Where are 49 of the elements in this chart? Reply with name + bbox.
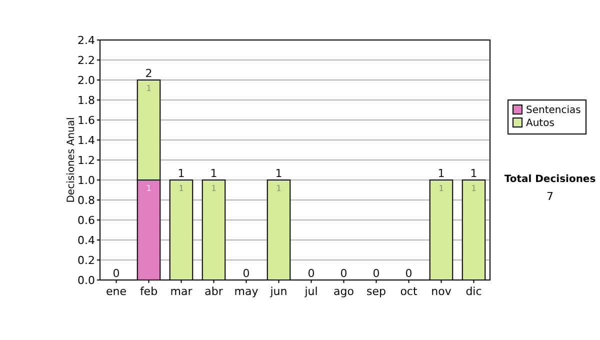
total-label: 1 [178, 167, 185, 180]
total-label: 0 [112, 267, 120, 280]
total-label: 0 [405, 267, 412, 280]
x-tick-label: oct [400, 285, 418, 298]
y-axis-title: Decisiones Anual [66, 117, 77, 203]
text: 1.4 [78, 134, 95, 147]
data-label: 1 [471, 184, 476, 193]
x-tick-label: dic [466, 285, 482, 298]
text: Total Decisiones [504, 174, 596, 185]
total-label: 0 [242, 267, 250, 280]
legend-label: Autos [526, 118, 554, 129]
data-label: 1 [178, 184, 184, 193]
data-label: 1 [211, 184, 216, 193]
legend-label: Sentencias [526, 105, 581, 116]
x-tick-label: mar [170, 285, 193, 298]
text: 2.4 [78, 34, 95, 47]
data-label: 1 [276, 184, 282, 193]
text: 1.8 [78, 94, 95, 107]
x-tick-label: sep [366, 285, 386, 298]
total-label: 0 [372, 267, 380, 280]
total-label: 1 [275, 167, 282, 180]
text: 2.0 [78, 74, 95, 87]
text: 1.0 [78, 174, 95, 187]
text: 0.4 [78, 234, 95, 247]
total-label: 2 [145, 67, 152, 80]
total-label: 0 [308, 267, 315, 280]
text: 7 [546, 190, 554, 203]
text: 2.2 [78, 54, 95, 67]
x-tick-label: feb [140, 285, 158, 298]
total-label: 1 [470, 167, 478, 180]
data-label: 1 [146, 84, 152, 93]
x-tick-label: nov [431, 285, 452, 298]
text: 1.2 [78, 154, 95, 167]
total-label: 0 [340, 267, 348, 280]
text: 0.8 [78, 194, 95, 207]
data-label: 1 [438, 184, 444, 193]
text: 0.2 [78, 254, 95, 267]
x-tick-label: abr [204, 285, 224, 298]
text: 1.6 [78, 114, 95, 127]
x-tick-label: jul [304, 285, 318, 298]
text: 0.6 [78, 214, 95, 227]
x-tick-label: ene [106, 285, 127, 298]
text: 0.0 [78, 274, 95, 287]
total-label: 1 [210, 167, 218, 180]
data-label: 1 [146, 184, 152, 193]
x-tick-label: ago [334, 285, 354, 298]
x-tick-label: may [234, 285, 259, 298]
x-tick-label: jun [269, 285, 288, 298]
total-label: 1 [438, 167, 445, 180]
